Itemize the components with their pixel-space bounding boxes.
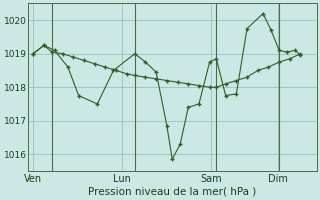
X-axis label: Pression niveau de la mer( hPa ): Pression niveau de la mer( hPa ) [88, 187, 256, 197]
